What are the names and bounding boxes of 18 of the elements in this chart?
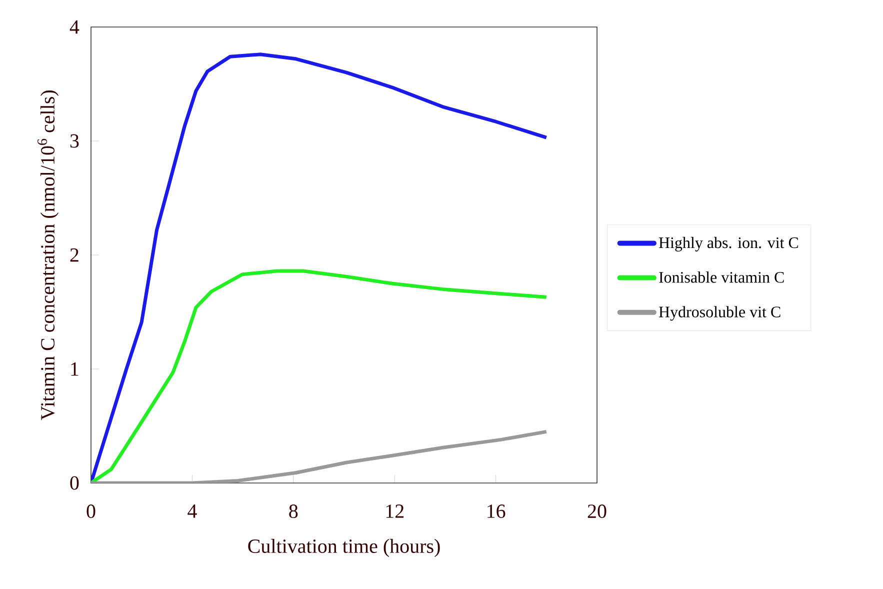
y-tick-label: 1 [71,362,78,376]
x-tick-label: 12 [386,504,404,518]
y-tick-label: 4 [70,20,80,34]
y-tick-label: 3 [70,134,79,148]
x-axis-title: Cultivation time (hours) [248,538,440,558]
legend-label: Hydrosoluble vit C [658,306,780,321]
y-tick-label: 2 [70,248,78,262]
legend-label: Ionisable vitamin C [659,271,784,283]
y-tick-label: 0 [70,476,79,490]
line-series [91,52,548,483]
x-tick-label: 8 [289,504,298,518]
x-tick-label: 16 [488,504,506,518]
legend-label: Highly abs. ion. vit C [658,236,798,252]
x-tick-label: 4 [188,504,197,518]
x-tick-label: 0 [86,504,96,518]
y-axis-title: Vitamin C concentration (nmol/10$^{6}$ cells) [38,90,59,420]
x-tick-label: 20 [588,504,606,518]
line-series [91,269,548,483]
